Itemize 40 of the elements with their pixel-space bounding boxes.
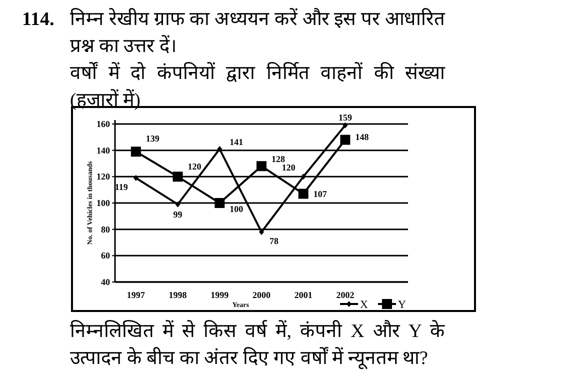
point: [214, 198, 225, 208]
point: [298, 188, 308, 199]
x-tick-label: 1999: [210, 290, 230, 300]
title: निम्न रेखीय ग्राफ का अध्ययन करें और इस पर आधारित प्रश्न का उत्तर दें।: [70, 7, 445, 59]
x-tick-label: 2000: [252, 290, 271, 300]
point: [340, 134, 350, 145]
point: [217, 146, 222, 152]
data-label: 128: [272, 154, 286, 164]
x-tick-label: 2002: [336, 290, 355, 300]
title-number: 114.: [22, 8, 54, 32]
data-label: 159: [338, 112, 352, 122]
data-label: 119: [114, 182, 128, 192]
x-tick-label: 1997: [126, 290, 146, 300]
data-label: 78: [270, 236, 279, 246]
point: [256, 161, 266, 172]
annotation: निम्नलिखित में से किस वर्ष में, कंपनी X और Y के उत्पादन के बीच का अंतर दिए गए वर्षों में न्यूनतम था?: [70, 319, 445, 372]
x-tick-label: 2001: [294, 290, 313, 300]
data-label: 139: [146, 134, 160, 144]
x-tick-label: 1998: [168, 290, 188, 300]
data-label: 120: [188, 162, 202, 172]
y-tick-label: 40: [101, 277, 110, 287]
y-tick-label: 120: [96, 172, 110, 182]
data-label: 120: [282, 162, 296, 173]
y-tick-label: 80: [101, 224, 110, 234]
data-label: 99: [173, 209, 183, 220]
point: [133, 174, 138, 181]
data-label: 148: [355, 132, 370, 142]
subtitle: वर्षों में दो कंपनियों द्वारा निर्मित वाहनों की संख्या (हजारों में): [70, 61, 445, 113]
point: [342, 122, 348, 128]
point: [172, 172, 183, 182]
point: [130, 146, 141, 157]
y-tick-label: 100: [96, 198, 110, 208]
data-label: 107: [313, 188, 328, 199]
data-label: 100: [230, 204, 244, 214]
data-label: 141: [230, 137, 244, 148]
y-tick-label: 160: [96, 119, 110, 129]
y-tick-label: 60: [101, 250, 110, 261]
point: [175, 201, 180, 208]
y-tick-label: 140: [96, 145, 110, 156]
point: [300, 174, 306, 180]
